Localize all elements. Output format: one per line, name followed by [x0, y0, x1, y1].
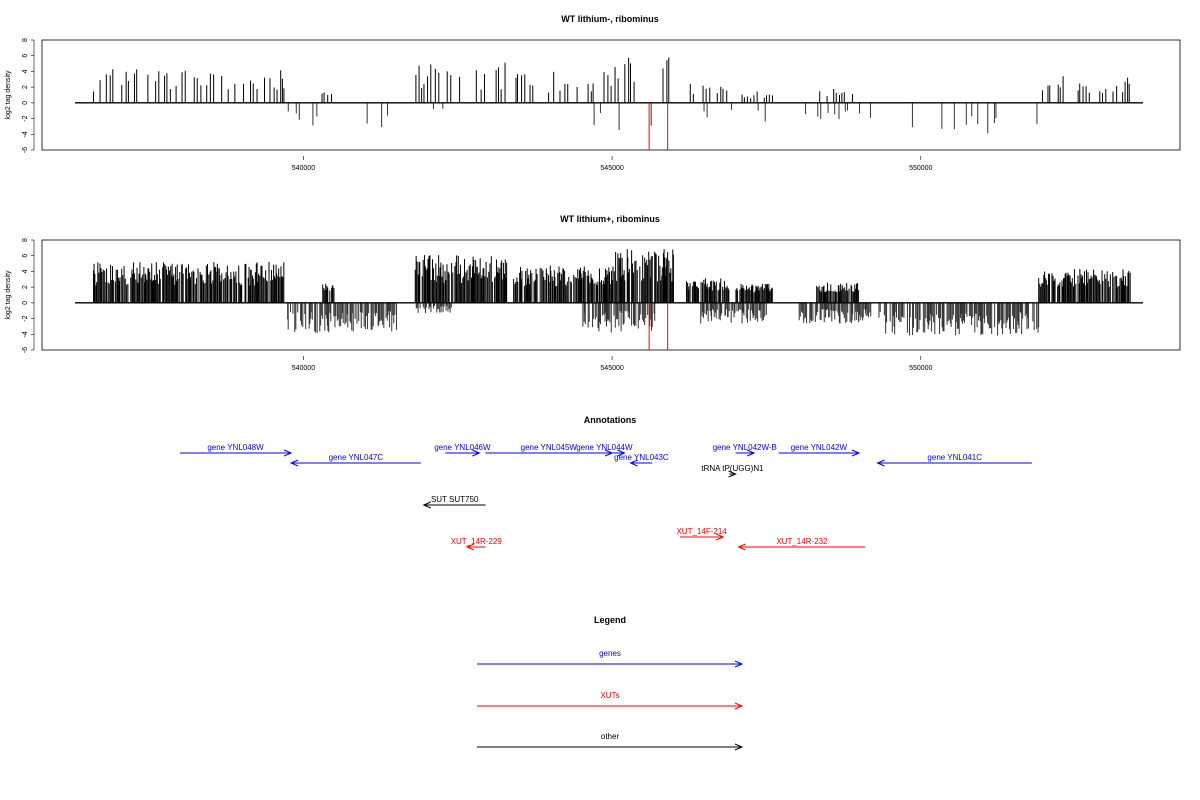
arrow-head: [422, 501, 431, 509]
arrow-head: [851, 449, 861, 457]
annotations-title: Annotations: [584, 415, 637, 425]
arrow-head: [283, 449, 293, 457]
feature-label: gene YNL045W: [521, 443, 578, 452]
feature-label: gene YNL047C: [329, 453, 384, 462]
coverage-panel-1: WT lithium-, ribominus -6 -4 -2 0 2 4 6 8 log2 ta…: [5, 14, 1181, 172]
arrow-head: [876, 459, 885, 467]
arrow-head: [289, 459, 299, 467]
feature-label: gene YNL043C: [614, 453, 669, 462]
feature-label: gene YNL048W: [207, 443, 264, 452]
x-tick-label: 550000: [909, 165, 932, 172]
y-tick-label: -2: [22, 315, 29, 321]
feature-label: XUT_14R-229: [451, 537, 503, 546]
arrow-head: [728, 470, 737, 478]
feature-label: gene YNL041C: [927, 453, 982, 462]
feature-gene: gene YNL044W: [576, 443, 633, 457]
feature-gene: gene YNL046W: [434, 443, 491, 457]
feature-xut: XUT_14F-214: [676, 527, 727, 541]
legend-label: XUTs: [600, 691, 619, 700]
y-tick-label: 8: [22, 38, 29, 42]
y-tick-label: 8: [22, 238, 29, 242]
legend-item-xut: XUTs: [477, 691, 744, 710]
y-tick-label: -6: [22, 347, 29, 353]
feature-gene: gene YNL041C: [876, 453, 1032, 467]
y-tick-label: 6: [22, 54, 29, 58]
arrow-head: [465, 543, 475, 551]
y-tick-label: 4: [22, 69, 29, 73]
y-tick-label: 4: [22, 269, 29, 273]
x-tick-label: 545000: [600, 165, 623, 172]
arrow-head: [737, 543, 746, 551]
panel-title: WT lithium-, ribominus: [561, 14, 659, 24]
feature-label: tRNA tP(UGG)N1: [701, 464, 764, 473]
panel-title: WT lithium+, ribominus: [560, 214, 660, 224]
feature-gene: gene YNL042W-B: [713, 443, 777, 457]
feature-xut: XUT_14R-232: [737, 537, 866, 551]
feature-label: gene YNL042W-B: [713, 443, 777, 452]
signal-bars: [93, 57, 1130, 134]
feature-xut: XUT_14R-229: [451, 537, 503, 551]
x-tick-label: 545000: [600, 365, 623, 372]
feature-gene: gene YNL042W: [778, 443, 861, 457]
arrow-head: [716, 533, 725, 541]
feature-label: gene YNL044W: [576, 443, 633, 452]
x-tick-label: 550000: [909, 365, 932, 372]
legend-item-gene: genes: [477, 649, 744, 668]
legend-label: genes: [599, 649, 621, 658]
y-tick-label: 0: [22, 301, 29, 305]
arrow-head: [746, 449, 756, 457]
y-tick-label: 2: [22, 285, 29, 289]
arrow-head: [734, 743, 744, 751]
legend-label: other: [601, 732, 620, 741]
y-axis-label: log2 tag density: [5, 70, 12, 120]
y-tick-label: 0: [22, 101, 29, 105]
y-tick-label: -2: [22, 115, 29, 121]
legend-item-other: other: [477, 732, 744, 751]
feature-gene: gene YNL043C: [614, 453, 669, 467]
arrow-head: [734, 702, 744, 710]
feature-gene: gene YNL047C: [289, 453, 421, 467]
feature-label: gene YNL046W: [434, 443, 491, 452]
feature-gene: gene YNL048W: [179, 443, 293, 457]
plot-frame: [41, 239, 1181, 351]
arrow-head: [617, 449, 626, 457]
legend-title: Legend: [594, 615, 626, 625]
y-tick-label: -4: [22, 331, 29, 337]
coverage-panel-2: WT lithium+, ribominus -6 -4 -2 0 2 4 6 8 log2 ta…: [5, 214, 1181, 372]
arrow-head: [734, 660, 744, 668]
arrow-head: [472, 449, 481, 457]
plot-frame: [41, 39, 1181, 151]
y-tick-label: -6: [22, 147, 29, 153]
signal-bars: [93, 249, 1131, 336]
y-tick-label: 2: [22, 85, 29, 89]
feature-other: SUT SUT750: [422, 495, 486, 509]
feature-label: SUT SUT750: [431, 495, 479, 504]
legend: Legend genes XUTs other: [477, 615, 744, 751]
y-tick-label: 6: [22, 254, 29, 258]
arrow-head: [629, 459, 638, 467]
x-tick-label: 540000: [292, 165, 315, 172]
x-tick-label: 540000: [292, 365, 315, 372]
annotations-track: Annotations gene YNL048W gene YNL047C gene …: [179, 415, 1032, 551]
feature-label: XUT_14F-214: [676, 527, 727, 536]
feature-other: tRNA tP(UGG)N1: [701, 464, 764, 478]
y-tick-label: -4: [22, 131, 29, 137]
feature-label: gene YNL042W: [791, 443, 848, 452]
feature-label: XUT_14R-232: [776, 537, 828, 546]
y-axis-label: log2 tag density: [5, 270, 12, 320]
